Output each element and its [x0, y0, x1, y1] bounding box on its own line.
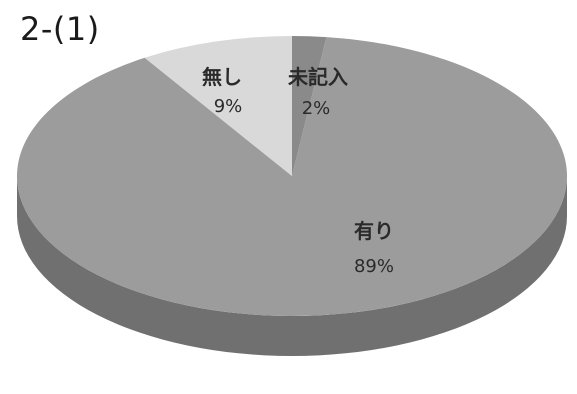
pie-side-0 — [17, 176, 567, 356]
slice-label-0: 有り — [354, 219, 394, 243]
pie-slice-0 — [17, 37, 568, 316]
slice-pct-1: 9% — [214, 96, 243, 117]
pie-slice-1 — [144, 36, 292, 176]
chart-title: 2-(1) — [20, 10, 100, 48]
pie-slice-2 — [292, 36, 327, 176]
slice-pct-2: 2% — [302, 98, 331, 119]
slice-label-1: 無し — [202, 65, 242, 89]
slice-pct-0: 89% — [354, 256, 394, 277]
slice-label-2: 未記入 — [288, 65, 348, 89]
